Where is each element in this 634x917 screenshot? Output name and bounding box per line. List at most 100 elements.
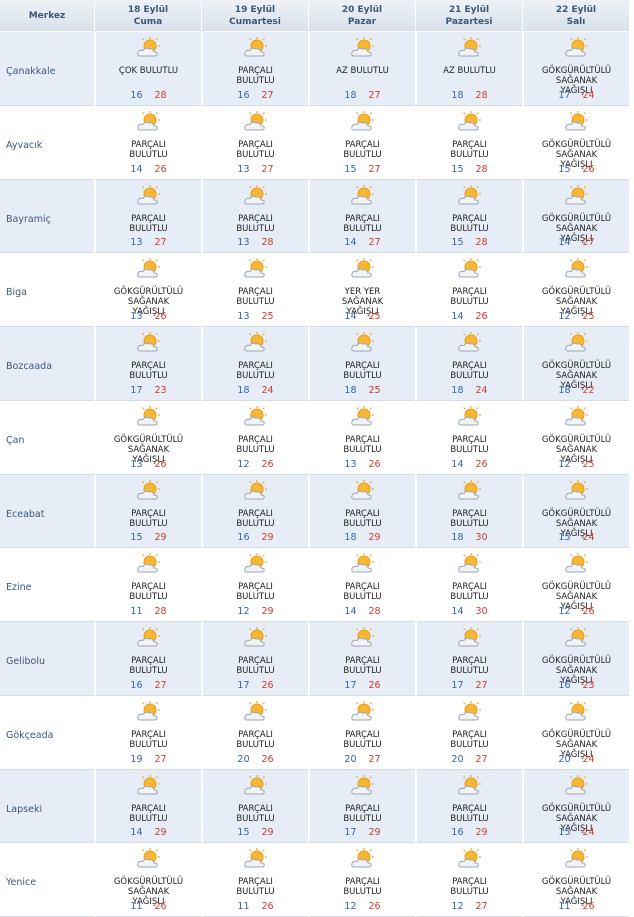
weather-icon — [458, 405, 481, 426]
condition: PARÇALI BULUTLU — [129, 508, 168, 529]
low-temp: 16 — [451, 827, 464, 839]
condition: PARÇALI BULUTLU — [343, 729, 382, 750]
header-weekday: Cuma — [133, 16, 163, 27]
weather-icon — [244, 110, 267, 131]
high-temp: 26 — [475, 311, 488, 322]
low-temp: 13 — [237, 311, 250, 322]
temperatures: 15 27 — [310, 164, 415, 175]
forecast-row: Ezine PARÇALI BULUTLU 11 28 PARÇALI BULUTL… — [0, 548, 630, 622]
high-temp: 25 — [582, 458, 595, 470]
temperatures: 18 24 — [417, 385, 522, 396]
temperatures: 13 27 — [203, 164, 308, 175]
day-cell: PARÇALI BULUTLU 20 27 — [309, 695, 415, 770]
low-temp: 17 — [237, 679, 250, 691]
temperatures: 16 29 — [417, 827, 522, 838]
day-cell: PARÇALI BULUTLU 15 27 — [309, 105, 415, 180]
condition: ÇOK BULUTLU — [118, 66, 179, 76]
high-temp: 26 — [368, 458, 381, 470]
day-cell: PARÇALI BULUTLU 17 26 — [309, 622, 415, 696]
condition: PARÇALI BULUTLU — [450, 582, 489, 603]
condition: PARÇALI BULUTLU — [343, 213, 382, 234]
high-temp: 27 — [261, 89, 274, 101]
high-temp: 25 — [368, 311, 381, 322]
day-cell: PARÇALI BULUTLU 13 27 — [95, 179, 201, 254]
low-temp: 13 — [130, 311, 143, 322]
condition: PARÇALI BULUTLU — [450, 508, 489, 529]
forecast-row: Çan GÖKGÜRÜLTÜLÜ SAĞANAK YAĞIŞLI 13 26 PAR… — [0, 400, 630, 475]
day-cell: GÖKGÜRÜLTÜLÜ SAĞANAK YAĞIŞLI 12 26 — [523, 548, 629, 622]
low-temp: 12 — [558, 606, 571, 617]
low-temp: 14 — [451, 606, 464, 617]
weather-icon — [137, 700, 160, 721]
low-temp: 15 — [130, 532, 143, 544]
temperatures: 17 24 — [524, 90, 629, 101]
low-temp: 15 — [558, 827, 571, 839]
forecast-row: Yenice GÖKGÜRÜLTÜLÜ SAĞANAK YAĞIŞLI 11 26 … — [0, 843, 630, 917]
day-cell: PARÇALI BULUTLU 17 29 — [309, 769, 415, 844]
temperatures: 19 27 — [96, 754, 201, 765]
condition: GÖKGÜRÜLTÜLÜ SAĞANAK YAĞIŞLI — [541, 434, 612, 465]
low-temp: 15 — [451, 163, 464, 175]
temperatures: 18 25 — [310, 385, 415, 396]
low-temp: 17 — [344, 827, 357, 839]
high-temp: 24 — [475, 384, 488, 396]
condition: GÖKGÜRÜLTÜLÜ SAĞANAK YAĞIŞLI — [113, 434, 184, 465]
city-name: Lapseki — [0, 769, 94, 844]
high-temp: 22 — [582, 384, 595, 396]
temperatures: 15 26 — [524, 164, 629, 175]
high-temp: 26 — [475, 458, 488, 470]
condition: PARÇALI BULUTLU — [343, 139, 382, 160]
temperatures: 15 29 — [203, 827, 308, 838]
high-temp: 28 — [475, 89, 488, 101]
high-temp: 27 — [154, 753, 167, 765]
high-temp: 27 — [261, 163, 274, 175]
day-cell: PARÇALI BULUTLU 13 28 — [202, 179, 308, 254]
low-temp: 16 — [237, 89, 250, 101]
high-temp: 28 — [154, 606, 167, 617]
day-cell: PARÇALI BULUTLU 14 26 — [416, 253, 522, 327]
weather-icon — [458, 332, 481, 352]
day-cell: PARÇALI BULUTLU 12 27 — [416, 843, 522, 917]
low-temp: 16 — [130, 89, 143, 101]
city-name: Çanakkale — [0, 32, 94, 106]
low-temp: 18 — [451, 384, 464, 396]
temperatures: 13 28 — [203, 237, 308, 248]
weather-icon — [351, 479, 374, 499]
low-temp: 17 — [344, 679, 357, 691]
city-name: Gökçeada — [0, 696, 94, 770]
day-cell: PARÇALI BULUTLU 16 27 — [202, 32, 308, 106]
condition: PARÇALI BULUTLU — [450, 803, 489, 824]
forecast-row: Eceabat PARÇALI BULUTLU 15 29 PARÇALI BULU… — [0, 474, 630, 549]
day-cell: PARÇALI BULUTLU 17 23 — [95, 327, 201, 401]
low-temp: 18 — [344, 532, 357, 544]
condition: PARÇALI BULUTLU — [236, 508, 275, 529]
day-cell: PARÇALI BULUTLU 11 26 — [202, 843, 308, 917]
day-cell: PARÇALI BULUTLU 12 26 — [202, 400, 308, 475]
weather-icon — [137, 405, 160, 426]
temperatures: 14 26 — [417, 311, 522, 322]
temperatures: 14 26 — [417, 459, 522, 470]
condition: PARÇALI BULUTLU — [236, 877, 275, 898]
day-cell: GÖKGÜRÜLTÜLÜ SAĞANAK YAĞIŞLI 11 26 — [523, 843, 629, 917]
header-weekday: Pazar — [347, 16, 377, 27]
high-temp: 29 — [368, 827, 381, 839]
temperatures: 18 28 — [417, 90, 522, 101]
condition: GÖKGÜRÜLTÜLÜ SAĞANAK YAĞIŞLI — [541, 803, 612, 834]
day-cell: PARÇALI BULUTLU 16 29 — [202, 474, 308, 549]
high-temp: 24 — [582, 753, 595, 765]
condition: PARÇALI BULUTLU — [236, 213, 275, 234]
high-temp: 26 — [368, 679, 381, 691]
header-date: 22 Eylül — [555, 4, 597, 15]
day-cell: PARÇALI BULUTLU 16 27 — [95, 622, 201, 696]
temperatures: 12 26 — [524, 606, 629, 617]
condition: AZ BULUTLU — [443, 66, 496, 76]
weather-icon — [351, 332, 374, 352]
weather-icon — [137, 110, 160, 131]
temperatures: 11 28 — [96, 606, 201, 617]
high-temp: 26 — [154, 163, 167, 175]
high-temp: 24 — [582, 827, 595, 839]
day-cell: ÇOK BULUTLU 16 28 — [95, 32, 201, 106]
temperatures: 12 26 — [203, 459, 308, 470]
condition: PARÇALI BULUTLU — [236, 287, 275, 308]
low-temp: 11 — [237, 901, 250, 912]
